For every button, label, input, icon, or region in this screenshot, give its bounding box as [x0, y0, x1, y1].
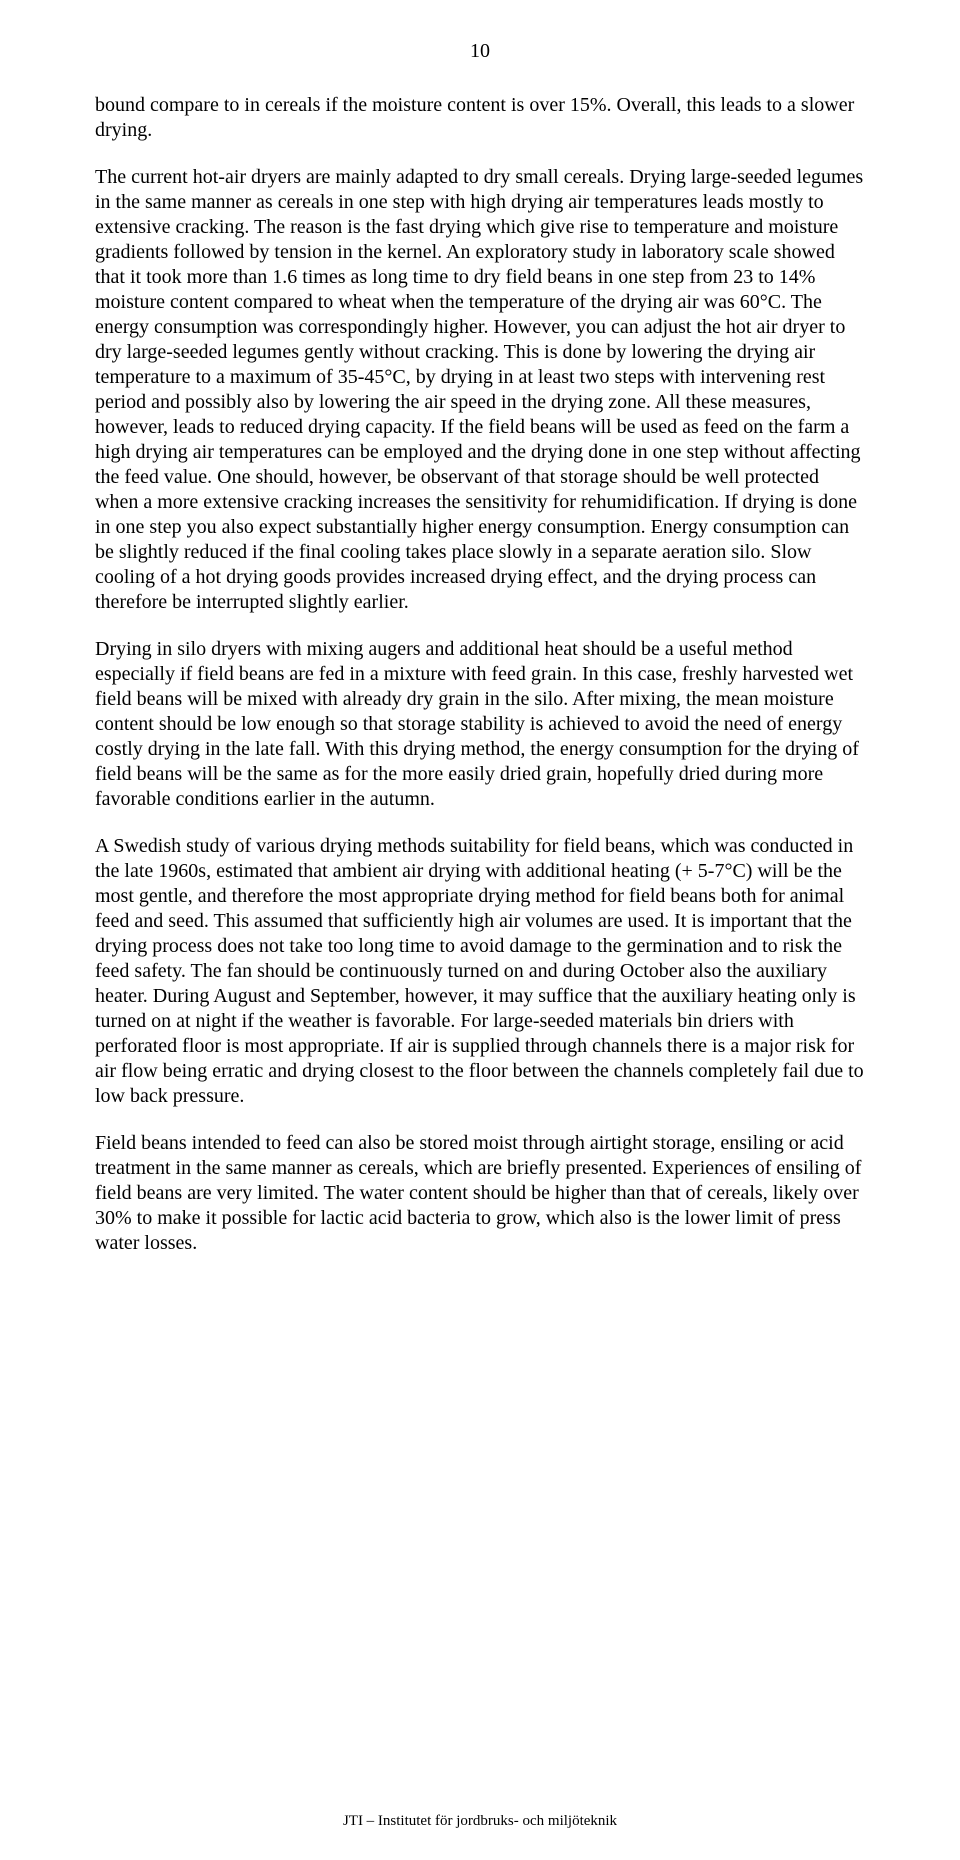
paragraph-4: A Swedish study of various drying method… — [95, 834, 865, 1109]
page-footer: JTI – Institutet för jordbruks- och milj… — [0, 1813, 960, 1830]
paragraph-1: bound compare to in cereals if the moist… — [95, 93, 865, 143]
paragraph-3: Drying in silo dryers with mixing augers… — [95, 637, 865, 812]
page-number: 10 — [95, 40, 865, 63]
paragraph-5: Field beans intended to feed can also be… — [95, 1131, 865, 1256]
paragraph-2: The current hot-air dryers are mainly ad… — [95, 165, 865, 615]
